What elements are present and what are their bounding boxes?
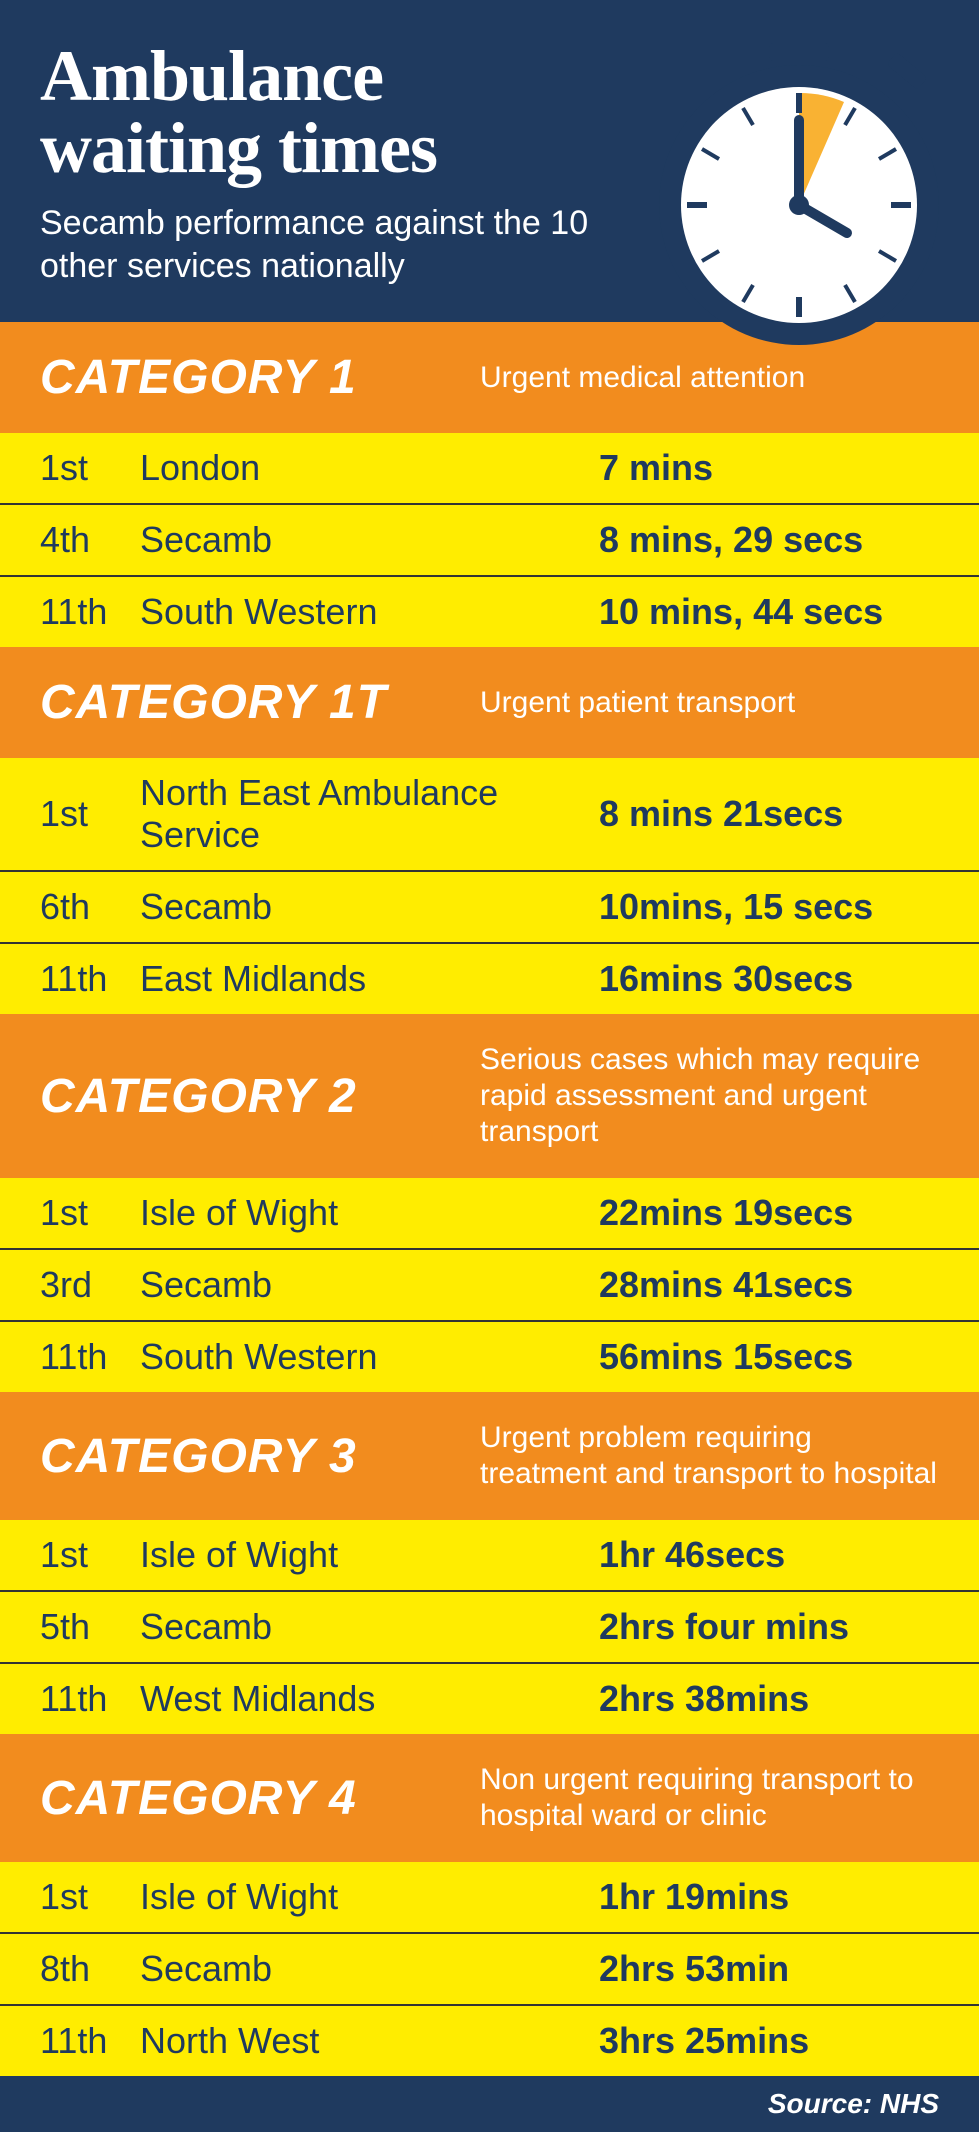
rank-cell: 1st (40, 793, 140, 835)
table-row: 1stIsle of Wight1hr 46secs (0, 1520, 979, 1592)
category-title: CATEGORY 4 (40, 1771, 480, 1826)
time-cell: 10 mins, 44 secs (599, 591, 939, 633)
time-cell: 56mins 15secs (599, 1336, 939, 1378)
rank-cell: 1st (40, 1192, 140, 1234)
time-cell: 28mins 41secs (599, 1264, 939, 1306)
service-cell: Isle of Wight (140, 1192, 599, 1234)
rank-cell: 1st (40, 447, 140, 489)
time-cell: 22mins 19secs (599, 1192, 939, 1234)
service-cell: Secamb (140, 519, 599, 561)
category-rows: 1stIsle of Wight1hr 46secs5thSecamb2hrs … (0, 1520, 979, 1734)
table-row: 4thSecamb8 mins, 29 secs (0, 505, 979, 577)
table-row: 11thNorth West3hrs 25mins (0, 2006, 979, 2076)
rank-cell: 8th (40, 1948, 140, 1990)
service-cell: North East Ambulance Service (140, 772, 599, 856)
header: Ambulance waiting times Secamb performan… (0, 0, 979, 322)
service-cell: Secamb (140, 1606, 599, 1648)
service-cell: London (140, 447, 599, 489)
category-title: CATEGORY 3 (40, 1429, 480, 1484)
table-row: 1stIsle of Wight1hr 19mins (0, 1862, 979, 1934)
subtitle: Secamb performance against the 10 other … (40, 202, 640, 287)
rank-cell: 1st (40, 1876, 140, 1918)
infographic-container: Ambulance waiting times Secamb performan… (0, 0, 979, 2132)
source-bar: Source: NHS (0, 2076, 979, 2132)
rank-cell: 5th (40, 1606, 140, 1648)
title-line-2: waiting times (40, 108, 437, 188)
category-title: CATEGORY 1T (40, 675, 480, 730)
table-row: 5thSecamb2hrs four mins (0, 1592, 979, 1664)
category-desc: Urgent problem requiring treatment and t… (480, 1420, 939, 1492)
category-rows: 1stLondon7 mins4thSecamb8 mins, 29 secs1… (0, 433, 979, 647)
rank-cell: 11th (40, 591, 140, 633)
table-row: 8thSecamb2hrs 53min (0, 1934, 979, 2006)
category-header: CATEGORY 1TUrgent patient transport (0, 647, 979, 758)
time-cell: 2hrs 38mins (599, 1678, 939, 1720)
category-title: CATEGORY 1 (40, 350, 480, 405)
service-cell: Secamb (140, 886, 599, 928)
service-cell: South Western (140, 1336, 599, 1378)
category-desc: Serious cases which may require rapid as… (480, 1042, 939, 1150)
service-cell: East Midlands (140, 958, 599, 1000)
table-row: 11thWest Midlands2hrs 38mins (0, 1664, 979, 1734)
category-desc: Non urgent requiring transport to hospit… (480, 1762, 939, 1834)
service-cell: Isle of Wight (140, 1876, 599, 1918)
service-cell: Secamb (140, 1264, 599, 1306)
time-cell: 8 mins 21secs (599, 793, 939, 835)
time-cell: 10mins, 15 secs (599, 886, 939, 928)
service-cell: Isle of Wight (140, 1534, 599, 1576)
source-text: Source: NHS (768, 2088, 939, 2119)
category-desc: Urgent patient transport (480, 685, 795, 721)
rank-cell: 11th (40, 1678, 140, 1720)
table-row: 1stLondon7 mins (0, 433, 979, 505)
rank-cell: 6th (40, 886, 140, 928)
category-title: CATEGORY 2 (40, 1069, 480, 1124)
category-header: CATEGORY 4Non urgent requiring transport… (0, 1734, 979, 1862)
title-line-1: Ambulance (40, 36, 383, 116)
table-row: 3rdSecamb28mins 41secs (0, 1250, 979, 1322)
time-cell: 1hr 19mins (599, 1876, 939, 1918)
categories-list: CATEGORY 1Urgent medical attention1stLon… (0, 322, 979, 2076)
table-row: 1stIsle of Wight22mins 19secs (0, 1178, 979, 1250)
service-cell: Secamb (140, 1948, 599, 1990)
category-header: CATEGORY 3Urgent problem requiring treat… (0, 1392, 979, 1520)
service-cell: South Western (140, 591, 599, 633)
table-row: 11thSouth Western56mins 15secs (0, 1322, 979, 1392)
rank-cell: 11th (40, 958, 140, 1000)
time-cell: 16mins 30secs (599, 958, 939, 1000)
rank-cell: 1st (40, 1534, 140, 1576)
table-row: 1stNorth East Ambulance Service8 mins 21… (0, 758, 979, 872)
rank-cell: 3rd (40, 1264, 140, 1306)
table-row: 11thEast Midlands16mins 30secs (0, 944, 979, 1014)
time-cell: 1hr 46secs (599, 1534, 939, 1576)
table-row: 11thSouth Western10 mins, 44 secs (0, 577, 979, 647)
category-rows: 1stIsle of Wight1hr 19mins8thSecamb2hrs … (0, 1862, 979, 2076)
time-cell: 8 mins, 29 secs (599, 519, 939, 561)
stopwatch-icon (649, 25, 949, 355)
time-cell: 2hrs 53min (599, 1948, 939, 1990)
category-rows: 1stNorth East Ambulance Service8 mins 21… (0, 758, 979, 1014)
time-cell: 7 mins (599, 447, 939, 489)
time-cell: 2hrs four mins (599, 1606, 939, 1648)
time-cell: 3hrs 25mins (599, 2020, 939, 2062)
service-cell: West Midlands (140, 1678, 599, 1720)
rank-cell: 4th (40, 519, 140, 561)
category-rows: 1stIsle of Wight22mins 19secs3rdSecamb28… (0, 1178, 979, 1392)
rank-cell: 11th (40, 1336, 140, 1378)
service-cell: North West (140, 2020, 599, 2062)
table-row: 6thSecamb10mins, 15 secs (0, 872, 979, 944)
rank-cell: 11th (40, 2020, 140, 2062)
category-desc: Urgent medical attention (480, 360, 805, 396)
category-header: CATEGORY 2Serious cases which may requir… (0, 1014, 979, 1178)
